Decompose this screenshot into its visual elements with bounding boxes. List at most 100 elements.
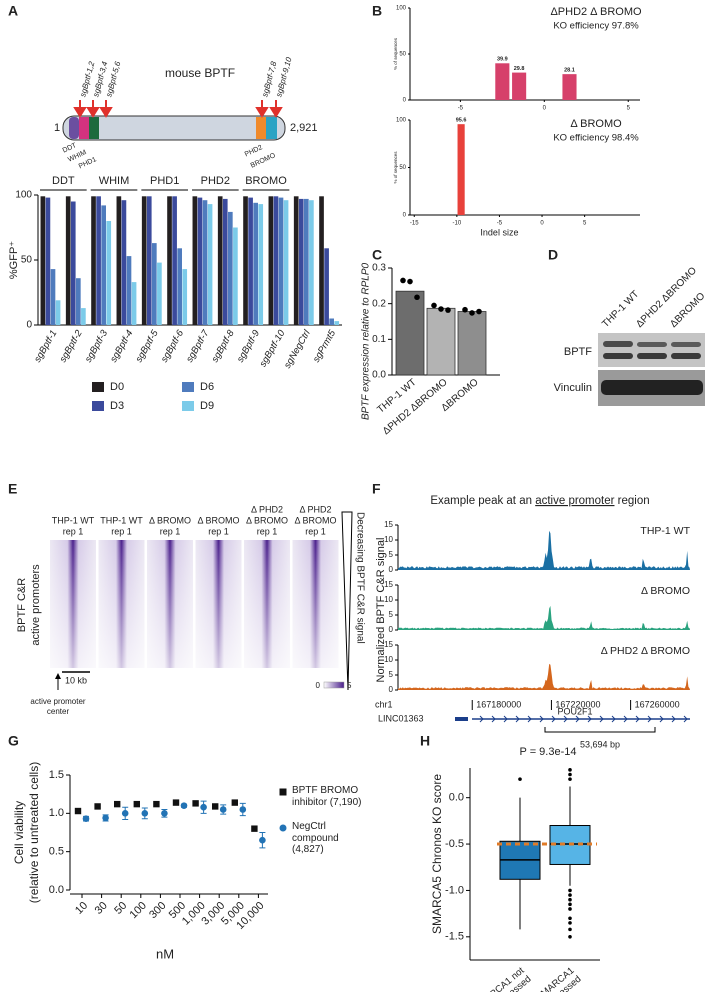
- bar: [293, 196, 299, 325]
- flier: [568, 777, 572, 781]
- bar: [121, 200, 127, 325]
- protein-end: 2,921: [290, 122, 318, 134]
- bar: [65, 196, 71, 325]
- protein-bar: [62, 115, 286, 141]
- gene-strand: [527, 715, 532, 723]
- flier: [568, 897, 572, 902]
- y-axis-label: % of sequences: [393, 151, 398, 184]
- bar: [283, 200, 289, 325]
- column-header: Δ PHD2: [251, 504, 283, 514]
- panel-letter: E: [8, 481, 17, 497]
- sgrna-arrows: [73, 100, 283, 118]
- blot-lanes: THP-1 WT ΔPHD2 ΔBROMO ΔBROMO: [600, 265, 707, 330]
- legend-marker: [279, 788, 287, 796]
- x-tick-label: 167180000: [476, 699, 521, 709]
- x-tick-label: sgBptf-9: [235, 328, 263, 365]
- flier: [568, 772, 572, 777]
- y-tick-label: 10: [384, 655, 393, 664]
- y-tick-label: 0: [389, 685, 394, 694]
- value-label: 28.1: [564, 68, 575, 74]
- flier: [568, 921, 572, 925]
- panel-letter: H: [420, 733, 430, 749]
- anchor-arrowhead: [55, 673, 61, 679]
- marker: [133, 800, 140, 808]
- panel-letter: G: [8, 733, 19, 749]
- chart-subtitle: KO efficiency 97.8%: [553, 21, 639, 32]
- marker: [251, 825, 258, 832]
- bar: [50, 269, 56, 325]
- y-tick-label: 0: [403, 213, 407, 219]
- bar: [197, 197, 203, 325]
- bar: [319, 196, 324, 325]
- group-label: PHD1: [150, 175, 179, 187]
- group-label: DDT: [52, 175, 75, 187]
- marker: [172, 799, 180, 806]
- sgrna-label: sgBptf-9,10: [274, 56, 293, 98]
- domain: [89, 117, 99, 139]
- bar: [106, 221, 112, 325]
- x-tick-label: 50: [112, 900, 129, 917]
- x-tick-label: sgPrmt5: [311, 328, 339, 365]
- heatmap-fade: [50, 540, 96, 668]
- y-tick-label: 50: [399, 165, 406, 171]
- y-tick-label: 5: [389, 550, 394, 559]
- track-title: Example peak at an active promoter regio…: [430, 495, 649, 507]
- signal-wedge: [341, 511, 353, 691]
- x-tick-label: sgBptf-4: [108, 328, 135, 364]
- panel-letter: A: [8, 3, 18, 19]
- y-axis-label: % of sequences: [393, 37, 398, 70]
- heatmap-fade: [292, 540, 339, 668]
- chart-title: ΔPHD2 Δ BROMO: [550, 6, 642, 18]
- legend-swatch: [92, 401, 104, 411]
- bar: [182, 269, 188, 325]
- bar: [157, 262, 162, 325]
- x-tick-label: -5: [497, 221, 503, 227]
- flier: [568, 902, 572, 907]
- gene-label: LINC01363: [378, 713, 424, 723]
- y-tick-label: 0.0: [449, 792, 464, 804]
- legend-label: D6: [200, 381, 214, 393]
- column-header: Δ BROMO: [294, 515, 336, 525]
- gene-strand: [683, 715, 688, 723]
- y-tick-label: 0: [389, 625, 394, 634]
- gene-strand: [647, 715, 652, 723]
- bar: [324, 248, 329, 325]
- gene-strand: [635, 715, 640, 723]
- data-point: [476, 308, 482, 315]
- marker: [259, 836, 266, 844]
- bar: [172, 196, 177, 325]
- marker: [239, 806, 247, 813]
- y-tick-label: 1.5: [49, 769, 64, 781]
- marker: [121, 810, 129, 817]
- heatmap-ylabel: BPTF C&R: [16, 578, 28, 632]
- gene-strand: [575, 715, 580, 723]
- heatmap-ylabel: active promoters: [30, 564, 42, 646]
- bar: [273, 196, 279, 325]
- y-tick-label: 0.0: [372, 370, 386, 381]
- data-point: [445, 307, 451, 313]
- gene-strand: [551, 715, 556, 723]
- marker: [212, 803, 219, 810]
- y-tick-label: 0.3: [372, 263, 386, 274]
- title-part: region: [618, 495, 650, 507]
- bar: [243, 196, 248, 325]
- data-point: [438, 306, 444, 312]
- marker: [102, 814, 109, 822]
- x-tick-label: 100: [128, 900, 149, 921]
- bar: [76, 278, 81, 325]
- span-label: 53,694 bp: [580, 739, 620, 749]
- bar: [248, 197, 253, 325]
- bar: [207, 204, 213, 325]
- gene-strand: [503, 715, 508, 723]
- gene-strand: [491, 715, 496, 723]
- column-header: Δ BROMO: [149, 515, 191, 525]
- marker: [74, 807, 82, 815]
- title-part: active promoter: [535, 495, 614, 507]
- bar: [258, 204, 264, 325]
- side-label: Decreasing BPTF C&R signal: [354, 512, 365, 644]
- x-tick-label: sgBptf-2: [58, 328, 86, 365]
- column-header: THP-1 WT: [52, 515, 95, 525]
- y-tick-label: 10: [384, 535, 393, 544]
- y-tick-label: -0.5: [445, 838, 464, 850]
- signal-track: [398, 605, 690, 630]
